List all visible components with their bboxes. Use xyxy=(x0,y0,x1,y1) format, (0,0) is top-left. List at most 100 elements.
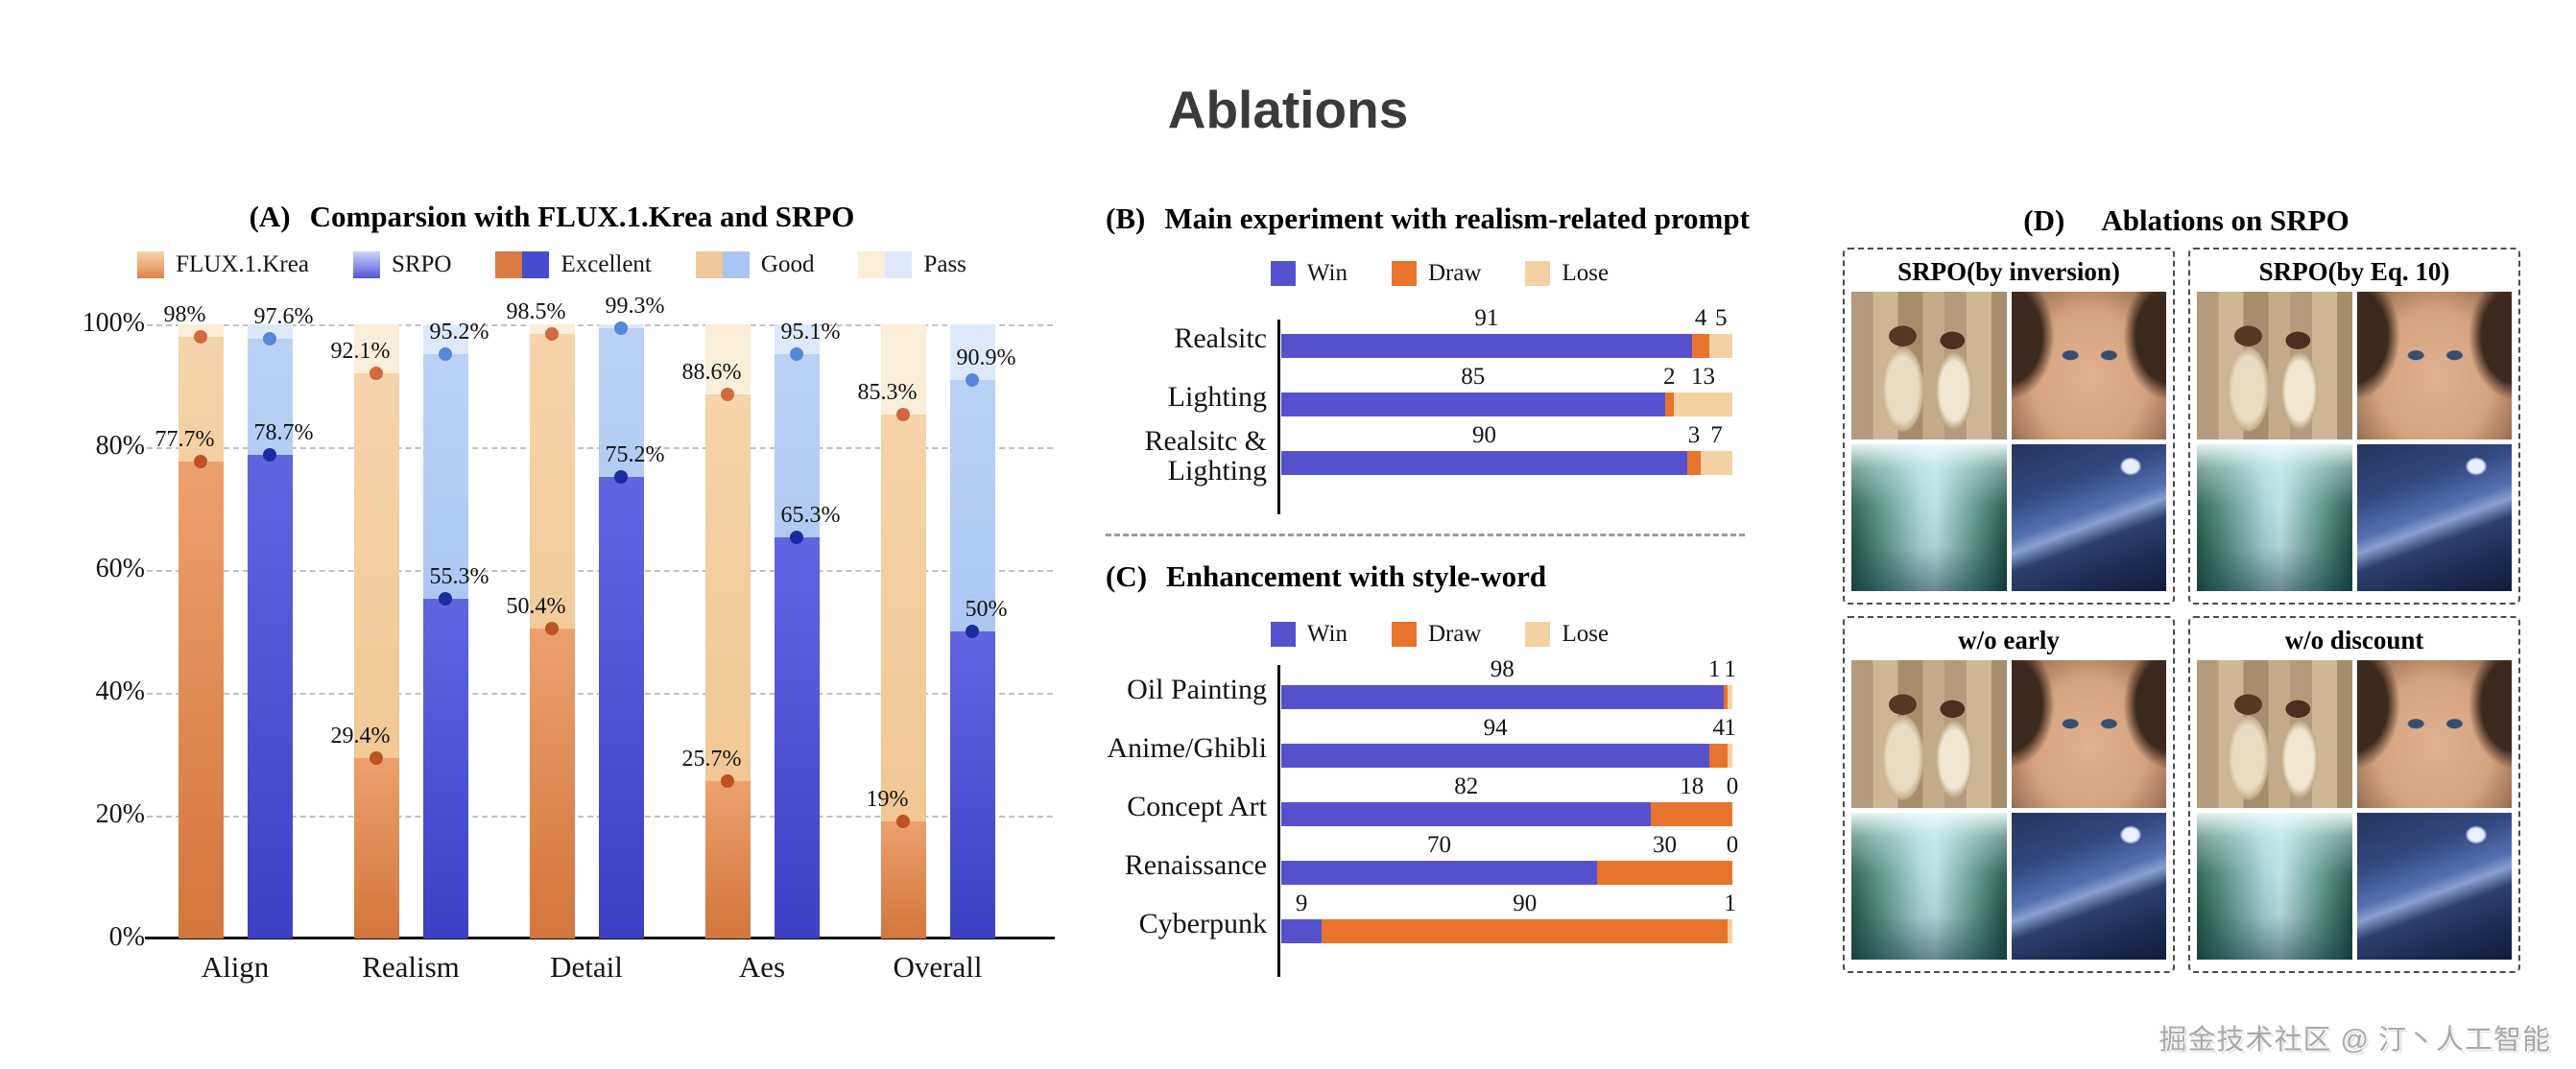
panel-separator-line xyxy=(1106,534,1745,536)
hbar-segment-lose xyxy=(1709,334,1732,358)
x-category-label: Realism xyxy=(362,950,460,984)
sample-image-waterfall-canyon xyxy=(2197,443,2352,591)
marker-dot-good xyxy=(614,321,628,336)
hbar-segment-win xyxy=(1281,861,1597,885)
hbar-segment-win xyxy=(1281,451,1687,475)
bar-srpo-aes: 95.1% 65.3% xyxy=(774,320,841,938)
panel-b-title-text: Main experiment with realism-related pro… xyxy=(1164,202,1750,235)
value-label-good: 98% xyxy=(163,301,206,327)
legend-item-excellent: Excellent xyxy=(495,251,652,278)
sample-image-night-mountain xyxy=(2011,443,2166,591)
y-tick-label: 20% xyxy=(95,799,145,829)
panel-c-title: (C) Enhancement with style-word xyxy=(1106,559,1777,594)
legend-label: SRPO xyxy=(391,251,452,277)
panel-b-realism-chart: (B) Main experiment with realism-related … xyxy=(1085,197,1795,533)
value-label-draw: 2 xyxy=(1662,364,1676,390)
panel-c-tag: (C) xyxy=(1106,559,1148,593)
hbar-segment-win xyxy=(1281,919,1323,943)
segment-excellent xyxy=(178,461,224,938)
marker-dot-excellent xyxy=(790,531,803,545)
hbar-row-cyberpunk: Cyberpunk 9 90 1 xyxy=(1085,888,1795,946)
ablation-box-label: w/o discount xyxy=(2284,626,2424,654)
value-label-win: 70 xyxy=(1427,832,1451,858)
segment-excellent xyxy=(422,599,468,938)
hbar-category-label: Realsitc xyxy=(1174,322,1267,355)
panel-b-bars: Realsitc 91 4 5 Lighting 85 2 13 Realsitc & Ligh… xyxy=(1085,302,1795,487)
value-label-win: 9 xyxy=(1295,891,1308,916)
ablation-box-label: SRPO(by Eq. 10) xyxy=(2258,257,2450,286)
bar-srpo-detail: 99.3% 75.2% xyxy=(598,294,665,938)
hbar-category-label: Anime/Ghibli xyxy=(1107,732,1267,765)
marker-dot-excellent xyxy=(721,773,734,788)
legend-swatch-icon xyxy=(1391,261,1417,286)
value-label-lose: 1 xyxy=(1724,891,1736,916)
hbar-category-label: Realsitc & Lighting xyxy=(1144,424,1267,487)
legend-item-pass: Pass xyxy=(858,251,966,278)
hbar-segment-win xyxy=(1281,685,1724,709)
value-label-lose: 1 xyxy=(1724,656,1736,682)
value-label-good: 88.6% xyxy=(681,359,742,385)
sample-image-couple-portrait xyxy=(2197,292,2352,439)
legend-swatch-icon xyxy=(1391,622,1417,647)
panel-a-title: (A) Comparsion with FLUX.1.Krea and SRPO xyxy=(53,200,1051,234)
hbar-value-labels: 98 1 1 xyxy=(1281,656,1736,683)
legend-swatch-icon xyxy=(1270,622,1296,647)
value-label-win: 91 xyxy=(1474,305,1499,331)
sample-image-couple-portrait xyxy=(2197,660,2352,808)
hbar-track xyxy=(1281,392,1732,416)
value-label-lose: 5 xyxy=(1715,305,1728,331)
hbar-segment-draw xyxy=(1322,919,1729,943)
panel-b-tag: (B) xyxy=(1106,202,1146,235)
marker-dot-good xyxy=(439,346,452,361)
y-axis-line xyxy=(1277,320,1280,514)
hbar-row-anime-ghibli: Anime/Ghibli 94 4 1 xyxy=(1085,712,1795,771)
hbar-segment-lose xyxy=(1728,919,1732,943)
value-label-excellent: 19% xyxy=(866,787,909,813)
value-label-good: 92.1% xyxy=(330,338,391,364)
hbar-category-label: Renaissance xyxy=(1124,849,1267,882)
segment-excellent xyxy=(949,631,995,938)
value-label-lose: 0 xyxy=(1726,832,1739,858)
hbar-track xyxy=(1281,334,1732,358)
ablation-box-srpo-by-inversion-: SRPO(by inversion) xyxy=(1843,248,2175,605)
ablation-box-label: SRPO(by inversion) xyxy=(1897,257,2120,286)
hbar-segment-draw xyxy=(1597,861,1732,885)
y-tick-label: 40% xyxy=(95,677,145,706)
sample-image-grid xyxy=(1851,292,2166,591)
marker-dot-excellent xyxy=(966,625,979,638)
value-label-draw: 4 xyxy=(1712,715,1726,741)
value-label-good: 98.5% xyxy=(506,298,566,324)
bar-group-align: 98% 77.7% 97.6% 78.7% xyxy=(155,302,314,938)
x-category-label: Align xyxy=(201,950,270,984)
bar-flux-align: 98% 77.7% xyxy=(155,302,224,938)
x-category-label: Detail xyxy=(550,950,623,984)
legend-label: Good xyxy=(760,251,815,277)
legend-swatch-icon xyxy=(1525,622,1551,647)
panel-c-legend: Win Draw Lose xyxy=(1085,621,1795,648)
legend-swatch-icon xyxy=(695,251,750,278)
hbar-row-realsitc-lighting: Realsitc & Lighting 90 3 7 xyxy=(1085,419,1795,487)
panel-d-title: (D) Ablations on SRPO xyxy=(1843,203,2530,238)
legend-item-win: Win xyxy=(1270,621,1348,648)
legend-label: Excellent xyxy=(561,251,652,277)
panel-b-title: (B) Main experiment with realism-related … xyxy=(1106,202,1777,236)
legend-swatch-icon xyxy=(137,251,165,278)
ablation-box-label: w/o early xyxy=(1958,626,2060,654)
page-title: Ablations xyxy=(1167,80,1409,139)
bar-group-realism: 92.1% 29.4% 95.2% 55.3% xyxy=(331,320,489,938)
marker-dot-excellent xyxy=(370,750,383,765)
hbar-segment-lose xyxy=(1673,392,1732,416)
legend-swatch-icon xyxy=(1525,261,1551,286)
legend-swatch-icon xyxy=(352,251,380,278)
hbar-segment-lose xyxy=(1728,685,1732,709)
sample-image-night-mountain xyxy=(2011,812,2166,960)
value-label-excellent: 75.2% xyxy=(605,441,665,467)
marker-dot-good xyxy=(966,373,979,388)
hbar-category-label: Lighting xyxy=(1167,381,1267,414)
segment-excellent xyxy=(529,629,575,938)
hbar-row-renaissance: Renaissance 70 30 0 xyxy=(1085,829,1795,888)
marker-dot-excellent xyxy=(263,448,276,463)
marker-dot-excellent xyxy=(545,622,559,636)
watermark-text: 掘金技术社区 @ 汀丶人工智能 xyxy=(2159,1025,2551,1056)
value-label-good: 90.9% xyxy=(956,345,1016,371)
